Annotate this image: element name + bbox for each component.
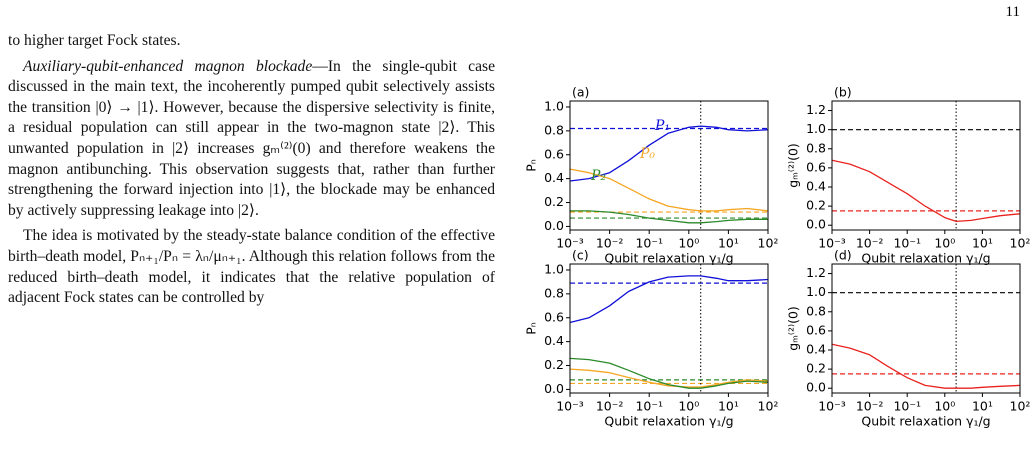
text-column: to higher target Fock states. Auxiliary-… — [8, 31, 495, 309]
paragraph: to higher target Fock states. — [8, 32, 181, 49]
run-in-heading: Auxiliary-qubit-enhanced magnon blockade — [23, 57, 313, 75]
y-tick-label: 0.8 — [544, 285, 564, 300]
curve-label: P₀ — [639, 146, 655, 162]
y-axis-label: gₘ⁽²⁾(0) — [786, 306, 801, 351]
y-tick-label: 0.0 — [806, 217, 826, 232]
y-axis-label: Pₙ — [524, 322, 539, 335]
curve — [831, 343, 1021, 389]
paragraph: The idea is motivated by the steady-stat… — [8, 227, 495, 307]
curve — [831, 159, 1021, 223]
y-tick-label: 0.6 — [806, 159, 826, 174]
x-tick-label: 10⁻³ — [556, 399, 584, 414]
y-tick-label: 0.4 — [806, 342, 826, 357]
x-tick-label: 10² — [1010, 236, 1031, 251]
x-tick-label: 10⁻² — [596, 399, 624, 414]
x-tick-label: 10⁻³ — [818, 399, 846, 414]
curve — [569, 168, 769, 212]
y-tick-label: 0.0 — [806, 380, 826, 395]
y-tick-label: 0.0 — [544, 218, 564, 233]
x-tick-label: 10² — [758, 399, 779, 414]
x-tick-label: 10⁻¹ — [635, 399, 663, 414]
curve — [569, 275, 769, 324]
y-tick-label: 0.2 — [806, 361, 826, 376]
y-tick-label: 0.2 — [806, 198, 826, 213]
paragraph-text: —In the single-qubit case discussed in t… — [8, 57, 495, 219]
x-tick-label: 10⁰ — [678, 236, 699, 251]
y-tick-label: 0.4 — [544, 333, 564, 348]
panel-label: (c) — [572, 248, 589, 263]
x-tick-label: 10⁻² — [596, 236, 624, 251]
x-tick-label: 10² — [1010, 399, 1031, 414]
y-tick-label: 1.2 — [806, 265, 826, 280]
y-tick-label: 0.4 — [806, 179, 826, 194]
curve — [570, 210, 768, 224]
x-tick-label: 10⁰ — [678, 399, 699, 414]
x-axis-label: Qubit relaxation γ₁/g — [604, 251, 733, 266]
x-tick-label: 10¹ — [718, 399, 739, 414]
x-tick-label: 10⁻¹ — [893, 399, 921, 414]
page-number: 11 — [1005, 4, 1020, 20]
y-tick-label: 0.6 — [806, 322, 826, 337]
y-tick-label: 1.2 — [806, 102, 826, 117]
curve — [569, 357, 769, 389]
y-tick-label: 0.4 — [544, 170, 564, 185]
x-tick-label: 10¹ — [972, 236, 993, 251]
x-axis-label: Qubit relaxation γ₁/g — [861, 414, 990, 429]
x-axis-label: Qubit relaxation γ₁/g — [604, 414, 733, 429]
y-axis-label: Pₙ — [524, 159, 539, 172]
y-tick-label: 0.0 — [544, 381, 564, 396]
paragraph: Auxiliary-qubit-enhanced magnon blockade… — [8, 57, 495, 222]
panel-label: (d) — [834, 248, 852, 263]
x-tick-label: 10⁰ — [934, 236, 955, 251]
y-tick-label: 0.6 — [544, 146, 564, 161]
y-tick-label: 1.0 — [806, 121, 826, 136]
y-tick-label: 1.0 — [544, 261, 564, 276]
panel-label: (b) — [834, 85, 852, 100]
axes-frame — [569, 263, 769, 394]
y-tick-label: 0.2 — [544, 194, 564, 209]
axes-frame — [569, 100, 769, 231]
x-tick-label: 10⁻² — [856, 236, 884, 251]
x-tick-label: 10⁻³ — [556, 236, 584, 251]
x-tick-label: 10¹ — [718, 236, 739, 251]
x-tick-label: 10¹ — [972, 399, 993, 414]
y-tick-label: 0.8 — [544, 122, 564, 137]
y-tick-label: 0.8 — [806, 140, 826, 155]
x-tick-label: 10⁻² — [856, 399, 884, 414]
curve — [569, 125, 769, 182]
axes-frame — [831, 100, 1021, 231]
x-tick-label: 10⁰ — [934, 399, 955, 414]
x-tick-label: 10⁻¹ — [635, 236, 663, 251]
x-tick-label: 10⁻³ — [818, 236, 846, 251]
x-tick-label: 10² — [758, 236, 779, 251]
curve-label: P₁ — [654, 118, 670, 134]
axes-frame — [831, 263, 1021, 394]
y-tick-label: 0.2 — [544, 357, 564, 372]
x-axis-label: Qubit relaxation γ₁/g — [861, 251, 990, 266]
curve-label: P₂ — [590, 168, 606, 184]
panel-label: (a) — [572, 85, 589, 100]
y-tick-label: 0.6 — [544, 309, 564, 324]
y-tick-label: 0.8 — [806, 303, 826, 318]
x-tick-label: 10⁻¹ — [893, 236, 921, 251]
y-tick-label: 1.0 — [806, 284, 826, 299]
y-axis-label: gₘ⁽²⁾(0) — [786, 143, 801, 188]
y-tick-label: 1.0 — [544, 98, 564, 113]
